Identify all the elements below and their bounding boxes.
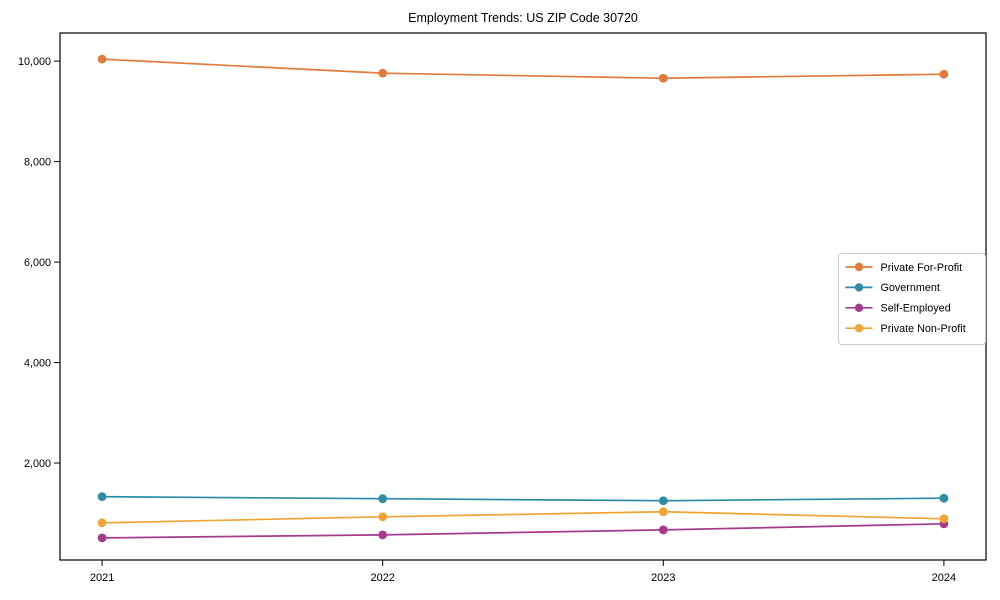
y-tick-label: 6,000 — [24, 257, 51, 269]
legend-label: Government — [881, 282, 940, 294]
data-point-marker — [97, 518, 107, 528]
legend-box — [838, 253, 986, 345]
y-tick-label: 10,000 — [18, 56, 51, 68]
data-point-marker — [378, 68, 388, 78]
legend-marker-icon — [854, 303, 864, 312]
data-point-marker — [939, 69, 949, 79]
data-point-marker — [378, 512, 388, 522]
plot-area — [59, 32, 987, 561]
series-line — [102, 510, 944, 524]
chart-title: Employment Trends: US ZIP Code 30720 — [408, 11, 638, 25]
legend-label: Private Non-Profit — [881, 323, 966, 335]
data-point-marker — [939, 493, 949, 503]
series-line — [102, 522, 944, 539]
data-point-marker — [378, 494, 388, 504]
legend-marker-icon — [854, 324, 864, 333]
data-point-marker — [658, 73, 668, 83]
x-tick-label: 2023 — [651, 572, 675, 584]
data-point-marker — [658, 525, 668, 535]
legend: Private For-Profit Government Self-Employe… — [838, 253, 986, 345]
legend-marker-icon — [854, 262, 864, 272]
data-point-marker — [97, 54, 107, 64]
y-tick-label: 2,000 — [24, 458, 51, 470]
y-tick-label: 8,000 — [24, 156, 51, 168]
series-line — [102, 58, 944, 80]
data-point-marker — [97, 492, 107, 502]
data-point-marker — [378, 530, 388, 540]
y-tick-label: 4,000 — [24, 357, 51, 369]
data-point-marker — [658, 507, 668, 517]
x-tick-label: 2022 — [370, 572, 394, 584]
data-point-marker — [658, 496, 668, 506]
legend-label: Self-Employed — [881, 303, 951, 315]
data-point-marker — [97, 533, 107, 543]
x-tick-label: 2021 — [90, 572, 114, 584]
data-point-marker — [939, 514, 949, 524]
legend-marker-icon — [854, 283, 864, 292]
x-tick-label: 2024 — [932, 572, 956, 584]
series-line — [102, 495, 944, 502]
legend-label: Private For-Profit — [881, 262, 963, 274]
